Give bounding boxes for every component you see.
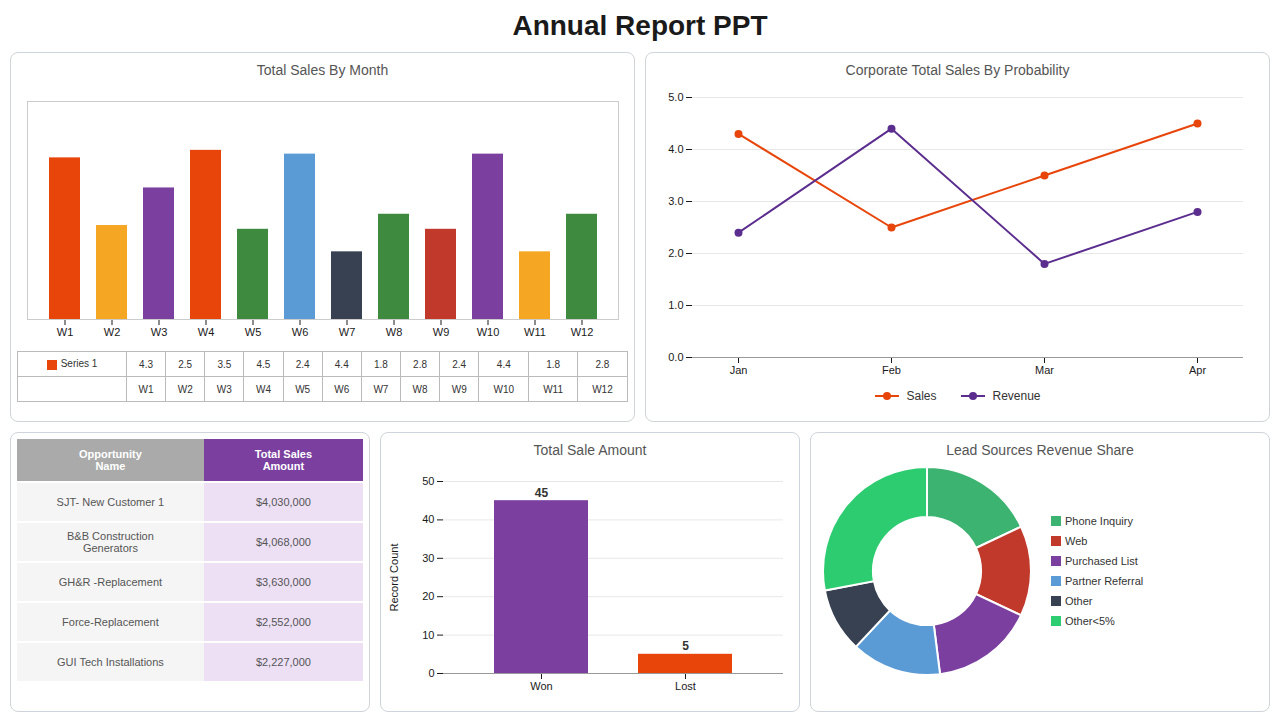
html-text:$4,068,000: $4,068,000 <box>255 536 311 548</box>
svg-text:W1: W1 <box>57 326 74 338</box>
html-text:$3,630,000: $3,630,000 <box>255 576 311 588</box>
svg-text:2.0: 2.0 <box>668 247 683 259</box>
svg-text:Won: Won <box>530 680 552 692</box>
svg-text:W4: W4 <box>198 326 215 338</box>
html-text:B&B Construction Generators: B&B Construction Generators <box>67 530 154 554</box>
html-text:4.3: 4.3 <box>139 358 153 370</box>
html-text:W9: W9 <box>451 383 467 395</box>
html-text:W7: W7 <box>373 383 389 395</box>
svg-text:W3: W3 <box>151 326 168 338</box>
svg-text:W11: W11 <box>524 326 546 338</box>
html-text:Purchased List: Purchased List <box>1065 555 1138 567</box>
html-text:GH&R -Replacement: GH&R -Replacement <box>58 576 163 588</box>
html-text:1.8: 1.8 <box>546 358 560 370</box>
svg-text:0.0: 0.0 <box>668 351 683 363</box>
svg-text:W7: W7 <box>339 326 356 338</box>
html-text:SJT- New Customer 1: SJT- New Customer 1 <box>56 496 165 508</box>
svg-text:50: 50 <box>422 475 434 487</box>
svg-text:10: 10 <box>422 629 434 641</box>
svg-text:Apr: Apr <box>1189 364 1206 376</box>
html-text:Other<5%: Other<5% <box>1065 615 1115 627</box>
html-text:Series 1: Series 1 <box>60 358 98 370</box>
html-text:2.4: 2.4 <box>452 358 467 370</box>
svg-text:20: 20 <box>422 590 434 602</box>
svg-text:40: 40 <box>422 513 434 525</box>
html-text:W12: W12 <box>592 383 613 395</box>
html-text:2.5: 2.5 <box>178 358 193 370</box>
svg-text:Lost: Lost <box>675 680 696 692</box>
html-text:2.4: 2.4 <box>295 358 310 370</box>
svg-text:W12: W12 <box>571 326 594 338</box>
html-text:GUI Tech Installations: GUI Tech Installations <box>57 656 164 668</box>
html-text:4.4: 4.4 <box>496 358 511 370</box>
svg-text:45: 45 <box>535 486 549 500</box>
html-text:W5: W5 <box>295 383 311 395</box>
html-text:$4,030,000: $4,030,000 <box>255 496 311 508</box>
html-text:Phone Inquiry: Phone Inquiry <box>1065 515 1133 527</box>
html-text:Web: Web <box>1065 535 1088 547</box>
svg-text:W8: W8 <box>386 326 403 338</box>
svg-text:Jan: Jan <box>730 364 748 376</box>
svg-text:5.0: 5.0 <box>668 91 683 103</box>
html-text:W6: W6 <box>334 383 350 395</box>
html-text:4.5: 4.5 <box>256 358 271 370</box>
svg-text:4.0: 4.0 <box>668 143 683 155</box>
html-text:Total Sales Amount: Total Sales Amount <box>254 448 312 472</box>
svg-text:3.0: 3.0 <box>668 195 683 207</box>
html-text:Other: Other <box>1065 595 1093 607</box>
svg-text:Record Count: Record Count <box>388 544 400 612</box>
html-text:W4: W4 <box>256 383 271 395</box>
html-text:Sales: Sales <box>906 389 937 403</box>
html-text:W11: W11 <box>543 383 563 395</box>
html-text:Lead Sources Revenue Share: Lead Sources Revenue Share <box>946 442 1134 458</box>
html-text:2.8: 2.8 <box>413 358 427 370</box>
html-text:W1: W1 <box>138 383 154 395</box>
html-text:W3: W3 <box>216 383 232 395</box>
html-text:3.5: 3.5 <box>217 358 232 370</box>
svg-text:W5: W5 <box>245 326 262 338</box>
html-text:W10: W10 <box>493 383 515 395</box>
svg-text:W2: W2 <box>104 326 121 338</box>
html-text:Corporate Total Sales By Proba: Corporate Total Sales By Probability <box>845 62 1070 78</box>
html-text:Opportunity Name: Opportunity Name <box>78 448 142 472</box>
html-text:Annual Report PPT: Annual Report PPT <box>512 10 768 41</box>
svg-text:1.0: 1.0 <box>668 299 683 311</box>
html-text:$2,227,000: $2,227,000 <box>255 656 311 668</box>
html-text:Force-Replacement: Force-Replacement <box>62 616 159 628</box>
svg-text:30: 30 <box>422 552 434 564</box>
html-text:W8: W8 <box>412 383 428 395</box>
html-text:Total Sale Amount: Total Sale Amount <box>533 442 647 458</box>
html-text:1.8: 1.8 <box>374 358 388 370</box>
html-text:$2,552,000: $2,552,000 <box>255 616 311 628</box>
svg-text:5: 5 <box>682 639 689 653</box>
html-text:4.4: 4.4 <box>334 358 349 370</box>
svg-text:Feb: Feb <box>882 364 901 376</box>
html-text:W2: W2 <box>177 383 193 395</box>
svg-text:0: 0 <box>428 667 434 679</box>
html-text:Partner Referral: Partner Referral <box>1065 575 1144 587</box>
html-text:2.8: 2.8 <box>595 358 610 370</box>
html-text:Revenue: Revenue <box>992 389 1041 403</box>
svg-text:W10: W10 <box>477 326 500 338</box>
html-text:Total Sales By Month: Total Sales By Month <box>256 62 389 78</box>
svg-text:W9: W9 <box>433 326 450 338</box>
svg-text:Mar: Mar <box>1035 364 1054 376</box>
svg-text:W6: W6 <box>292 326 309 338</box>
